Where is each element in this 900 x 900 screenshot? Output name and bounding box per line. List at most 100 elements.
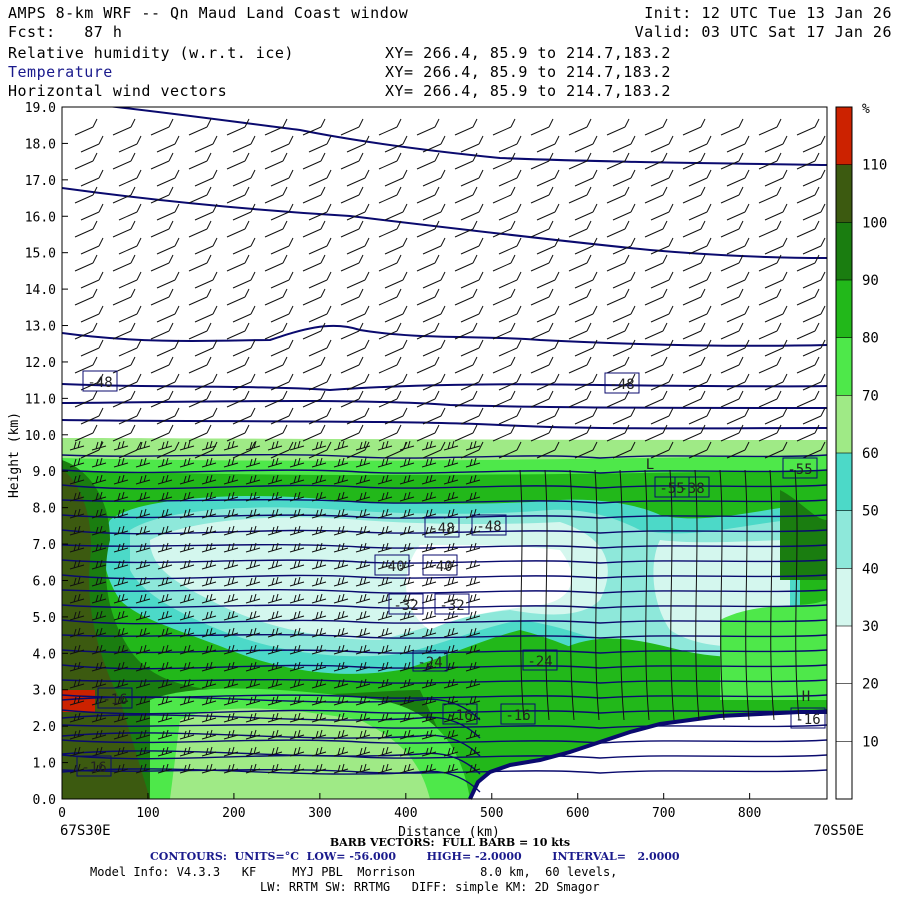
contour-label: -38 <box>679 481 704 497</box>
wind-barb <box>80 373 104 391</box>
wind-barb <box>226 424 250 442</box>
wind-barb <box>157 525 173 536</box>
wind-barb <box>245 695 261 706</box>
wind-barb <box>156 305 180 323</box>
wind-barb <box>135 525 151 536</box>
wind-barb <box>80 237 104 255</box>
wind-barb <box>399 678 415 689</box>
field-rh-label: Relative humidity (w.r.t. ice) <box>8 44 294 62</box>
wind-barb <box>223 746 239 757</box>
wind-barb <box>333 457 349 468</box>
temperature-contour <box>62 649 827 654</box>
wind-barb <box>270 407 294 425</box>
wind-barb <box>346 271 370 289</box>
wind-barb <box>113 678 129 689</box>
wind-barb <box>443 559 459 570</box>
wind-barb <box>267 661 283 672</box>
wind-barb <box>80 305 104 323</box>
wind-barb <box>416 288 440 306</box>
wind-barb <box>796 220 820 238</box>
wind-barb <box>530 322 554 340</box>
wind-barb <box>465 457 481 468</box>
wind-barb <box>422 169 446 187</box>
wind-barb <box>682 118 706 136</box>
wind-barb <box>568 424 592 442</box>
temperature-contour <box>62 694 827 699</box>
wind-barb <box>421 593 437 604</box>
wind-barb <box>201 610 217 621</box>
model-physics: LW: RRTM SW: RRTMG DIFF: simple KM: 2D S… <box>260 880 600 894</box>
wind-barb <box>802 169 826 187</box>
wind-barb <box>188 152 212 170</box>
wind-barb <box>69 661 85 672</box>
wind-barb <box>194 339 218 357</box>
wind-barb <box>113 661 129 672</box>
wind-barb <box>378 118 402 136</box>
wind-barb <box>333 559 349 570</box>
wind-barb <box>157 542 173 553</box>
wind-barb <box>333 627 349 638</box>
wind-barb <box>270 169 294 187</box>
wind-barb <box>421 542 437 553</box>
wind-barb <box>682 322 706 340</box>
wind-barb <box>796 390 820 408</box>
wind-barb <box>112 322 136 340</box>
wind-barb <box>156 169 180 187</box>
wind-barb <box>311 729 327 740</box>
wind-barb <box>333 542 349 553</box>
temperature-contour <box>62 514 827 519</box>
wind-barb <box>720 390 744 408</box>
wind-barb <box>682 390 706 408</box>
wind-barb <box>378 288 402 306</box>
wind-barb <box>245 729 261 740</box>
contour-label-box <box>782 457 818 479</box>
contour-label-box <box>412 650 448 672</box>
wind-barb <box>465 746 481 757</box>
wind-barb <box>764 373 788 391</box>
wind-barb <box>340 152 364 170</box>
wind-barb <box>688 339 712 357</box>
wind-barb <box>340 322 364 340</box>
y-axis-title: Height (km) <box>7 412 22 498</box>
wind-barb <box>156 271 180 289</box>
wind-barb <box>378 220 402 238</box>
wind-barb <box>91 712 107 723</box>
wind-barb <box>498 305 522 323</box>
wind-barb <box>492 288 516 306</box>
wind-barb <box>112 220 136 238</box>
y-tick-label: 3.0 <box>33 684 56 699</box>
wind-barb <box>113 440 129 451</box>
wind-barb <box>118 407 142 425</box>
barb-legend: BARB VECTORS: FULL BARB = 10 kts <box>329 836 571 849</box>
wind-barb <box>443 746 459 757</box>
wind-barb <box>644 254 668 272</box>
wind-barb <box>568 186 592 204</box>
wind-barb <box>492 118 516 136</box>
wind-barb <box>726 407 750 425</box>
temperature-contour <box>62 664 827 670</box>
wind-barb <box>378 152 402 170</box>
wind-barb <box>245 712 261 723</box>
wind-barb <box>179 746 195 757</box>
wind-barb <box>333 729 349 740</box>
y-tick-label: 4.0 <box>33 647 56 662</box>
wind-barb <box>644 186 668 204</box>
wind-barb <box>340 356 364 374</box>
colorbar-label: 60 <box>862 446 879 462</box>
wind-barb <box>574 441 598 459</box>
wind-barb <box>650 203 674 221</box>
colorbar-swatch <box>836 395 852 453</box>
wind-barb <box>194 407 218 425</box>
wind-barb <box>492 322 516 340</box>
contour-label: -32 <box>393 598 418 614</box>
wind-barb <box>416 152 440 170</box>
colorbar-swatch <box>836 453 852 511</box>
wind-barb <box>650 271 674 289</box>
wind-barb <box>612 339 636 357</box>
x-tick-label: 700 <box>652 806 675 821</box>
wind-barb <box>308 203 332 221</box>
contour-info: CONTOURS: UNITS=°C LOW= -56.000 HIGH= -2… <box>150 850 680 863</box>
wind-barb <box>726 339 750 357</box>
wind-barb <box>377 474 393 485</box>
wind-barb <box>80 339 104 357</box>
